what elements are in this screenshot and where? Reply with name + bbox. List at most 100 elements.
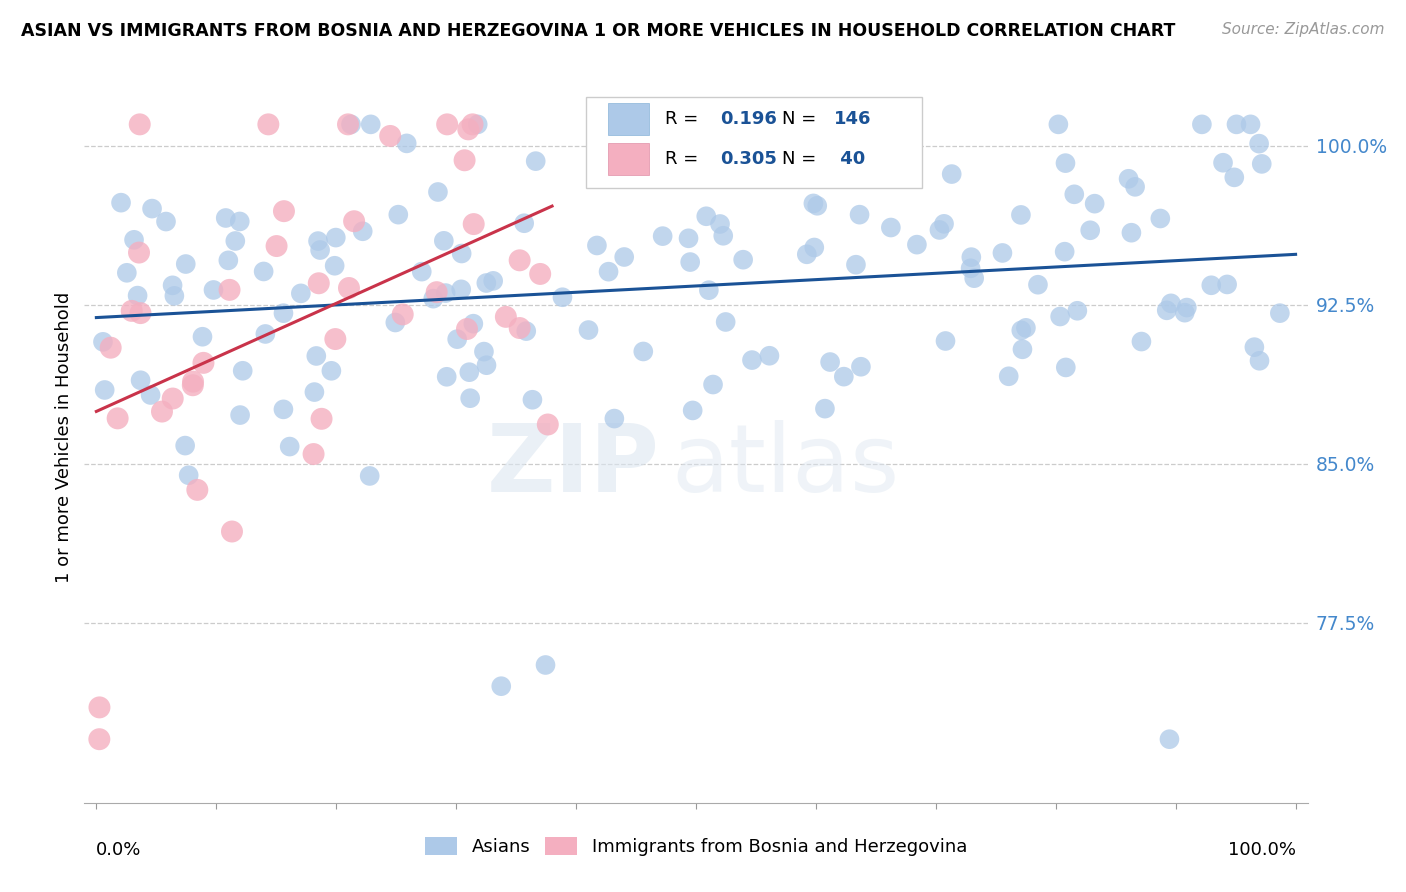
Point [1174, 306, 1197, 320]
Point [1078, 223, 1101, 237]
Point [522, 392, 544, 407]
Point [613, 250, 636, 264]
Point [302, 447, 325, 461]
Point [426, 285, 449, 300]
Point [928, 223, 950, 237]
Point [1175, 301, 1198, 315]
Point [453, 153, 475, 168]
Point [796, 247, 818, 261]
Point [818, 355, 841, 369]
Point [128, 117, 150, 131]
Point [89, 732, 111, 747]
Point [963, 271, 986, 285]
Point [458, 365, 481, 379]
Point [253, 264, 276, 278]
Point [1063, 187, 1085, 202]
Point [359, 469, 381, 483]
Point [446, 332, 468, 346]
Point [217, 253, 239, 268]
Point [714, 315, 737, 329]
Point [186, 483, 208, 497]
Point [598, 265, 620, 279]
Point [1010, 323, 1032, 337]
Point [489, 679, 512, 693]
Point [1156, 303, 1178, 318]
Point [845, 258, 868, 272]
Point [426, 185, 449, 199]
Point [1066, 303, 1088, 318]
Point [735, 147, 758, 161]
Point [273, 402, 295, 417]
Point [707, 123, 730, 137]
Point [803, 196, 825, 211]
Point [122, 233, 145, 247]
Point [1225, 117, 1247, 131]
Point [266, 239, 288, 253]
Point [697, 283, 720, 297]
Point [174, 439, 197, 453]
Point [387, 208, 409, 222]
Point [115, 266, 138, 280]
Text: 40: 40 [834, 150, 866, 168]
Point [1123, 179, 1146, 194]
Point [475, 358, 498, 372]
Point [162, 392, 184, 406]
Point [515, 324, 537, 338]
Point [193, 356, 215, 370]
Text: atlas: atlas [672, 420, 900, 512]
Point [325, 332, 347, 346]
Point [495, 310, 517, 324]
Point [229, 214, 252, 228]
Point [1249, 353, 1271, 368]
Point [1149, 211, 1171, 226]
Text: R =: R = [665, 150, 704, 168]
Point [1201, 278, 1223, 293]
Point [880, 220, 903, 235]
FancyBboxPatch shape [586, 97, 922, 188]
Point [524, 154, 547, 169]
Point [463, 217, 485, 231]
Text: 100.0%: 100.0% [1227, 841, 1295, 859]
Point [682, 403, 704, 417]
Point [461, 117, 484, 131]
Point [1223, 170, 1246, 185]
Point [141, 202, 163, 216]
Point [1054, 156, 1077, 170]
Point [323, 259, 346, 273]
Point [422, 292, 444, 306]
Point [803, 240, 825, 254]
Point [325, 230, 347, 244]
Point [308, 277, 330, 291]
Point [1118, 171, 1140, 186]
Point [482, 274, 505, 288]
Point [177, 468, 200, 483]
Point [110, 195, 132, 210]
Point [129, 306, 152, 320]
Point [352, 224, 374, 238]
Point [129, 373, 152, 387]
Point [411, 265, 433, 279]
Point [232, 364, 254, 378]
Point [181, 375, 204, 389]
Point [1011, 343, 1033, 357]
Point [695, 209, 717, 223]
Point [991, 246, 1014, 260]
Point [307, 234, 329, 248]
Point [254, 326, 277, 341]
Point [1084, 196, 1107, 211]
Point [450, 246, 472, 260]
Point [702, 377, 724, 392]
Point [633, 344, 655, 359]
Text: 146: 146 [834, 110, 872, 128]
Point [337, 117, 360, 131]
Point [578, 323, 600, 337]
Text: 0.0%: 0.0% [97, 841, 142, 859]
Point [1212, 155, 1234, 169]
Point [150, 404, 173, 418]
Point [997, 369, 1019, 384]
Point [529, 267, 551, 281]
Point [1015, 321, 1038, 335]
Point [121, 304, 143, 318]
Point [450, 282, 472, 296]
Point [434, 286, 457, 301]
